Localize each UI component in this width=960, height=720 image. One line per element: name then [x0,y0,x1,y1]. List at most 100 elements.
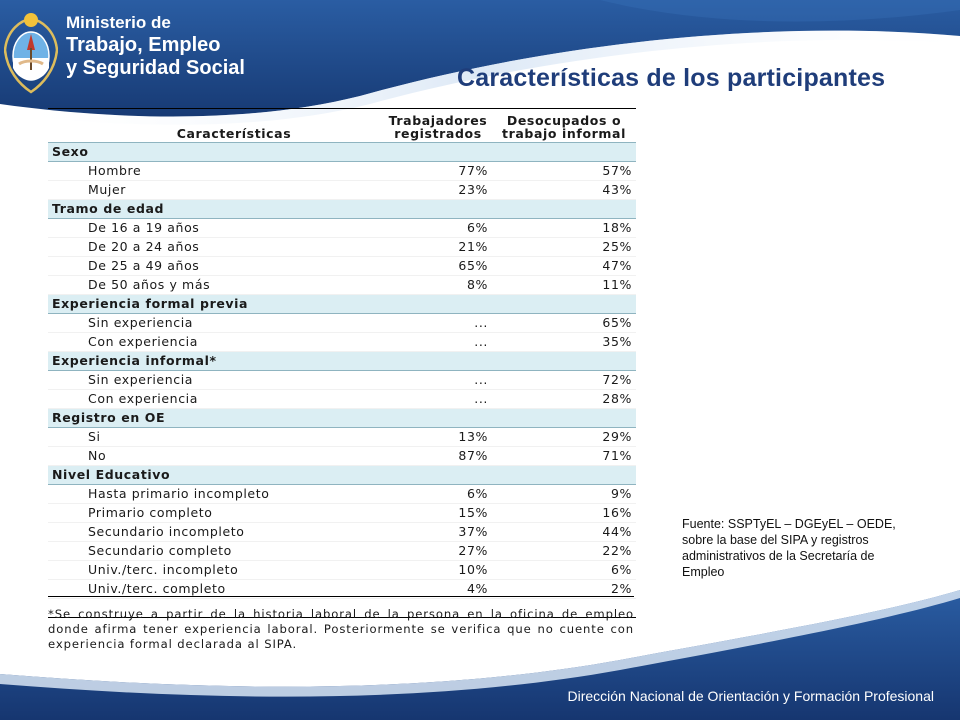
value-registrados: ... [384,332,492,352]
row-label: Univ./terc. completo [48,579,384,599]
argentina-emblem-logo [3,6,59,98]
table-row: Con experiencia... 35% [48,332,636,352]
table-row: De 25 a 49 años 65% 47% [48,256,636,276]
value-desocupados: 57% [492,161,636,181]
value-desocupados: 22% [492,541,636,561]
header-desocupados-informal: Desocupados o trabajo informal [492,109,636,143]
table-row: Mujer 23% 43% [48,180,636,200]
value-registrados: 13% [384,427,492,447]
value-desocupados: 44% [492,522,636,542]
category-row: Tramo de edad [48,199,636,219]
row-label: De 20 a 24 años [48,237,384,257]
participants-table: Características Trabajadores registrados… [48,108,636,618]
value-desocupados: 71% [492,446,636,466]
source-note: Fuente: SSPTyEL – DGEyEL – OEDE, sobre l… [682,517,896,579]
row-label: De 50 años y más [48,275,384,295]
table-row: Hasta primario incompleto 6% 9% [48,484,636,504]
value-desocupados: 11% [492,275,636,295]
table-row: Univ./terc. incompleto 10% 6% [48,560,636,580]
category-label: Experiencia informal* [48,351,636,371]
value-registrados: 4% [384,579,492,599]
row-label: Secundario incompleto [48,522,384,542]
value-desocupados: 2% [492,579,636,599]
value-desocupados: 6% [492,560,636,580]
table-body: Sexo Hombre 77% 57% Mujer 23% 43% Tramo de edad… [48,142,636,618]
row-label: Con experiencia [48,389,384,409]
table-row: Secundario completo 27% 22% [48,541,636,561]
table-row: Univ./terc. completo 4% 2% [48,579,636,599]
category-label: Registro en OE [48,408,636,428]
value-registrados: 21% [384,237,492,257]
value-registrados: 8% [384,275,492,295]
table-row: Con experiencia... 28% [48,389,636,409]
value-desocupados: 65% [492,313,636,333]
table-row: No 87% 71% [48,446,636,466]
row-label: Con experiencia [48,332,384,352]
header-col2-line1: Trabajadores [388,113,488,128]
header-trabajadores-registrados: Trabajadores registrados [384,109,492,143]
header-caracteristicas: Características [176,126,292,141]
value-desocupados: 25% [492,237,636,257]
ministry-line-3: y Seguridad Social [66,57,245,79]
header-col3-line1: Desocupados o [506,113,622,128]
table-row: Secundario incompleto 37% 44% [48,522,636,542]
value-registrados: 15% [384,503,492,523]
table-row: De 16 a 19 años 6% 18% [48,218,636,238]
category-row: Experiencia formal previa [48,294,636,314]
value-registrados: ... [384,370,492,390]
value-desocupados: 47% [492,256,636,276]
value-registrados: 6% [384,484,492,504]
header-col3-line2: trabajo informal [502,126,626,141]
row-label: Univ./terc. incompleto [48,560,384,580]
row-label: Sin experiencia [48,370,384,390]
row-label: Mujer [48,180,384,200]
row-label: Primario completo [48,503,384,523]
footer-band [0,590,960,720]
footnote: *Se construye a partir de la historia la… [48,596,634,652]
table-row: Si 13% 29% [48,427,636,447]
value-registrados: 87% [384,446,492,466]
table-row: De 20 a 24 años 21% 25% [48,237,636,257]
row-label: De 25 a 49 años [48,256,384,276]
table-row: Primario completo 15% 16% [48,503,636,523]
table-row: Sin experiencia... 65% [48,313,636,333]
row-label: No [48,446,384,466]
row-label: Hombre [48,161,384,181]
header-band [0,0,960,130]
value-desocupados: 9% [492,484,636,504]
category-label: Tramo de edad [48,199,636,219]
value-registrados: 6% [384,218,492,238]
value-registrados: 37% [384,522,492,542]
category-row: Sexo [48,142,636,162]
value-desocupados: 28% [492,389,636,409]
header-col2-line2: registrados [394,126,482,141]
category-row: Experiencia informal* [48,351,636,371]
category-label: Experiencia formal previa [48,294,636,314]
category-row: Registro en OE [48,408,636,428]
table-header-row: Características Trabajadores registrados… [48,109,636,143]
footer-text: Dirección Nacional de Orientación y Form… [567,688,934,704]
value-desocupados: 35% [492,332,636,352]
row-label: Hasta primario incompleto [48,484,384,504]
value-desocupados: 18% [492,218,636,238]
table-row: Sin experiencia... 72% [48,370,636,390]
value-registrados: 65% [384,256,492,276]
ministry-line-2: Trabajo, Empleo [66,34,221,56]
value-registrados: ... [384,389,492,409]
value-registrados: 10% [384,560,492,580]
category-label: Nivel Educativo [48,465,636,485]
row-label: Secundario completo [48,541,384,561]
page-title: Características de los participantes [457,64,886,92]
row-label: Si [48,427,384,447]
row-label: De 16 a 19 años [48,218,384,238]
value-desocupados: 43% [492,180,636,200]
value-registrados: 23% [384,180,492,200]
row-label: Sin experiencia [48,313,384,333]
category-row: Nivel Educativo [48,465,636,485]
ministry-name: Ministerio de Trabajo, Empleo y Segurida… [66,12,245,80]
table-end-rule [48,598,636,618]
table-end-cell [48,598,636,618]
table-row: Hombre 77% 57% [48,161,636,181]
value-registrados: 27% [384,541,492,561]
value-registrados: 77% [384,161,492,181]
